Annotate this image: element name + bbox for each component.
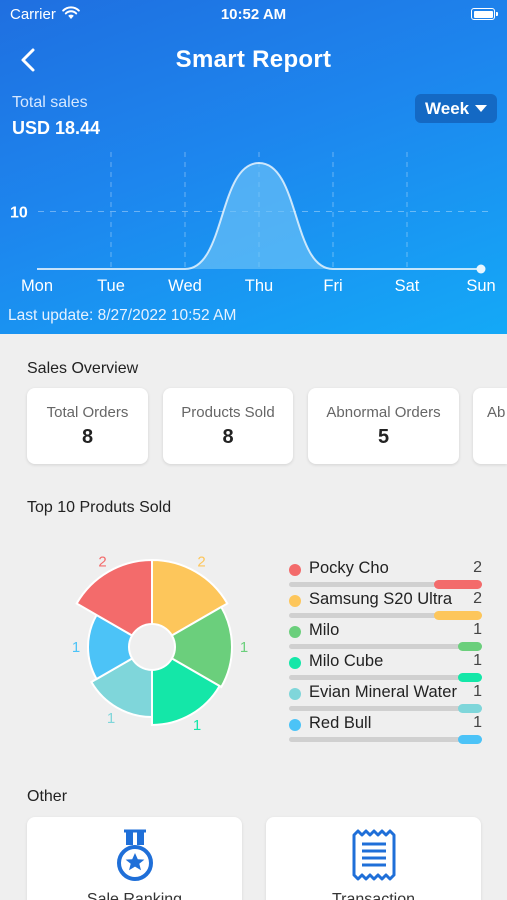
legend-count: 1 <box>473 621 482 638</box>
pie-slice[interactable] <box>87 613 134 681</box>
x-tick-label: Wed <box>168 277 202 295</box>
period-label: Week <box>425 99 470 118</box>
products-sold-card[interactable]: Products Sold 8 <box>163 388 293 464</box>
card-label: Ab <box>487 404 506 421</box>
x-tick-label: Thu <box>245 277 273 295</box>
legend-item[interactable]: Milo 1 <box>287 620 482 651</box>
card-value: 5 <box>377 426 390 448</box>
legend-dot <box>289 688 301 700</box>
pie-slice-label: 1 <box>107 710 115 727</box>
legend-name: Pocky Cho <box>309 559 389 577</box>
sales-overview-title: Sales Overview <box>27 360 139 377</box>
legend-item[interactable]: Pocky Cho 2 <box>287 558 482 589</box>
legend-item[interactable]: Samsung S20 Ultra 2 <box>287 589 482 620</box>
legend-count: 2 <box>473 590 482 607</box>
legend-dot <box>289 657 301 669</box>
y-tick-label: 10 <box>10 205 28 222</box>
legend-bar-track <box>289 642 482 651</box>
pie-slice-label: 2 <box>98 553 106 570</box>
report-header: Carrier 10:52 AM Smart Report Total sale… <box>0 0 507 334</box>
legend-name: Red Bull <box>309 714 372 732</box>
medal-icon <box>116 829 153 881</box>
legend-bar-track <box>289 735 482 744</box>
period-dropdown[interactable]: Week <box>415 94 497 123</box>
legend-count: 1 <box>473 714 482 731</box>
legend-item[interactable]: Red Bull 1 <box>287 713 482 744</box>
total-sales-label: Total sales <box>12 94 88 111</box>
total-orders-card[interactable]: Total Orders 8 <box>27 388 148 464</box>
card-value: 8 <box>222 426 234 448</box>
pie-slice-label: 1 <box>72 639 80 656</box>
pie-slice[interactable] <box>151 657 221 727</box>
sales-chart: 10 Mon Tue Wed Thu Fri Sat Sun <box>10 152 496 295</box>
wifi-icon <box>62 6 80 19</box>
pie-slice[interactable] <box>90 657 153 719</box>
carrier-label: Carrier <box>10 6 56 23</box>
back-chevron-icon[interactable] <box>14 45 44 75</box>
sales-area <box>37 162 481 269</box>
legend-bar-track <box>289 580 482 589</box>
total-sales-value: USD 18.44 <box>12 118 101 138</box>
overview-card-partial[interactable]: Ab <box>473 388 507 464</box>
x-tick-label: Mon <box>21 277 53 295</box>
pie-slice-label: 2 <box>197 553 205 570</box>
transaction-card[interactable]: Transaction <box>266 817 481 900</box>
legend-name: Milo Cube <box>309 652 384 670</box>
x-tick-label: Sat <box>395 277 420 295</box>
caret-down-icon <box>475 105 487 112</box>
legend-bar-track <box>289 673 482 682</box>
legend-bar-track <box>289 704 482 713</box>
legend-bar-fill <box>458 704 482 713</box>
card-label: Products Sold <box>181 404 275 421</box>
page-title: Smart Report <box>175 46 332 73</box>
legend-item[interactable]: Evian Mineral Water 1 <box>287 682 482 713</box>
top-products-pie-chart: 2 1 1 1 1 2 <box>72 553 248 734</box>
receipt-icon <box>352 829 395 881</box>
sales-line <box>36 161 481 270</box>
legend-dot <box>289 626 301 638</box>
pie-slice-label: 1 <box>193 717 201 734</box>
status-bar: Carrier 10:52 AM <box>0 0 507 30</box>
sales-point <box>476 264 486 274</box>
x-tick-label: Fri <box>323 277 342 295</box>
legend-count: 2 <box>473 559 482 576</box>
last-update-text: Last update: 8/27/2022 10:52 AM <box>8 307 237 324</box>
pie-slice-label: 1 <box>240 639 248 656</box>
legend-item[interactable]: Milo Cube 1 <box>287 651 482 682</box>
x-tick-label: Tue <box>97 277 125 295</box>
battery-icon <box>471 8 498 20</box>
abnormal-orders-card[interactable]: Abnormal Orders 5 <box>308 388 459 464</box>
legend-dot <box>289 719 301 731</box>
pie-slice[interactable] <box>75 558 153 637</box>
other-section-title: Other <box>27 788 68 805</box>
legend-bar-fill <box>458 735 482 744</box>
card-value: 8 <box>81 426 94 448</box>
legend-name: Milo <box>309 621 340 639</box>
legend-bar-track <box>289 611 482 620</box>
legend-bar-fill <box>434 580 482 589</box>
legend-bar-fill <box>434 611 482 620</box>
sale-ranking-card[interactable]: Sale Ranking <box>27 817 242 900</box>
legend-count: 1 <box>473 652 482 669</box>
x-tick-label: Sun <box>466 277 495 295</box>
pie-slice[interactable] <box>151 558 229 637</box>
legend-bar-fill <box>458 673 482 682</box>
top-products-title: Top 10 Produts Sold <box>27 499 172 516</box>
card-label: Total Orders <box>46 404 129 421</box>
legend-dot <box>289 595 301 607</box>
legend-count: 1 <box>473 683 482 700</box>
transaction-label: Transaction <box>332 891 415 900</box>
legend-name: Samsung S20 Ultra <box>309 590 453 608</box>
card-label: Abnormal Orders <box>326 404 441 421</box>
status-time: 10:52 AM <box>220 6 287 23</box>
legend-dot <box>289 564 301 576</box>
sale-ranking-label: Sale Ranking <box>86 891 183 900</box>
legend-name: Evian Mineral Water <box>309 683 457 701</box>
legend-bar-fill <box>458 642 482 651</box>
